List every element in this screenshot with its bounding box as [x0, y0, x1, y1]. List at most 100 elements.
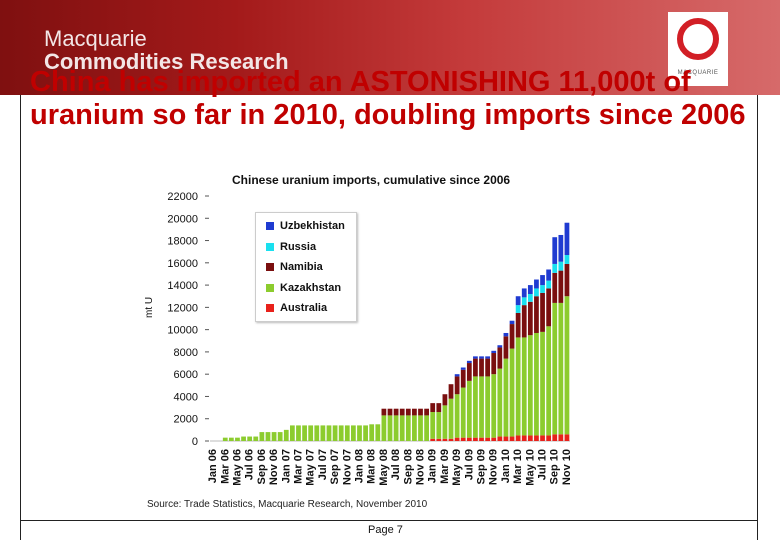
bar-namibia-29 [387, 408, 393, 416]
bar-kazakhstan-50 [515, 337, 521, 436]
x-tick-label: Sep 07 [329, 449, 341, 484]
bar-kazakhstan-46 [491, 374, 497, 438]
x-tick-label: Nov 09 [488, 449, 500, 485]
bar-kazakhstan-10 [271, 432, 277, 441]
bar-kazakhstan-21 [338, 425, 344, 441]
y-tick-label: 0 [192, 436, 198, 448]
bar-namibia-36 [430, 403, 436, 413]
logo-ring-icon [677, 18, 719, 60]
legend-label: Uzbekhistan [280, 220, 345, 232]
bar-kazakhstan-47 [497, 368, 503, 437]
bar-kazakhstan-57 [558, 302, 564, 435]
y-tick-label: 12000 [167, 302, 198, 314]
bar-russia-55 [546, 280, 552, 289]
bar-kazakhstan-53 [534, 332, 539, 436]
bar-uzbekhistan-43 [473, 356, 478, 359]
bar-russia-54 [540, 285, 545, 293]
y-tick-label: 10000 [167, 325, 198, 337]
bar-uzbekhistan-55 [546, 269, 552, 281]
bar-kazakhstan-7 [253, 436, 259, 441]
slide-frame [20, 95, 758, 540]
bar-uzbekhistan-44 [479, 356, 484, 359]
bar-australia-49 [509, 436, 515, 441]
bar-kazakhstan-39 [448, 398, 454, 439]
bar-kazakhstan-40 [454, 394, 460, 438]
bar-australia-37 [436, 438, 442, 441]
page-number: Page 7 [368, 524, 403, 536]
bar-uzbekhistan-46 [491, 350, 497, 354]
bar-australia-53 [534, 435, 539, 441]
x-tick-label: May 10 [524, 449, 536, 486]
legend-swatch [266, 283, 274, 292]
bar-uzbekhistan-40 [454, 374, 460, 377]
bar-namibia-52 [527, 301, 533, 336]
bar-uzbekhistan-57 [558, 234, 564, 262]
chart-legend: Uzbekhistan Russia Namibia Kazakhstan Austra… [255, 212, 357, 322]
bar-kazakhstan-17 [314, 425, 320, 441]
bar-kazakhstan-16 [308, 425, 314, 441]
bar-uzbekhistan-49 [509, 320, 515, 325]
bar-namibia-37 [436, 403, 442, 413]
bar-namibia-40 [454, 376, 460, 395]
legend-label: Namibia [280, 261, 323, 273]
bar-namibia-34 [418, 408, 423, 416]
bar-namibia-41 [460, 369, 466, 388]
bar-australia-46 [491, 437, 497, 441]
bar-kazakhstan-30 [393, 415, 399, 441]
bar-uzbekhistan-50 [515, 296, 521, 306]
x-tick-label: Mar 08 [366, 449, 378, 484]
x-tick-label: Nov 07 [341, 449, 353, 485]
bar-australia-41 [460, 437, 466, 441]
y-tick-label: 22000 [167, 191, 198, 203]
bar-russia-51 [521, 297, 527, 306]
bar-namibia-32 [405, 408, 411, 416]
x-tick-label: Sep 08 [402, 449, 414, 484]
legend-swatch [266, 242, 274, 251]
bar-namibia-53 [534, 296, 539, 333]
bar-australia-39 [448, 438, 454, 441]
bar-australia-48 [503, 436, 509, 441]
bar-namibia-49 [509, 324, 515, 349]
bar-namibia-51 [521, 305, 527, 338]
bar-kazakhstan-56 [552, 302, 558, 435]
bar-kazakhstan-12 [283, 429, 289, 441]
bar-namibia-28 [381, 408, 387, 416]
bar-uzbekhistan-53 [534, 279, 539, 289]
y-tick-label: 18000 [167, 236, 198, 248]
header-banner: Macquarie Commodities Research MACQUARIE [0, 0, 780, 95]
bar-namibia-30 [393, 408, 399, 416]
y-tick-label: 6000 [174, 369, 198, 381]
y-tick-label: 2000 [174, 414, 198, 426]
bar-kazakhstan-35 [424, 415, 429, 441]
slide-title: China has imported an ASTONISHING 11,000… [30, 66, 746, 131]
bar-kazakhstan-45 [485, 376, 491, 438]
legend-swatch [266, 222, 274, 230]
bar-kazakhstan-33 [412, 415, 417, 441]
bar-kazakhstan-25 [363, 425, 368, 441]
x-tick-label: Jul 09 [463, 449, 475, 480]
y-tick-label: 4000 [174, 391, 198, 403]
bar-namibia-55 [546, 288, 552, 327]
bar-kazakhstan-26 [369, 424, 375, 441]
bar-namibia-58 [564, 263, 570, 297]
bar-kazakhstan-54 [540, 331, 545, 436]
bar-kazakhstan-19 [326, 425, 332, 441]
bar-kazakhstan-20 [332, 425, 338, 441]
bar-kazakhstan-41 [460, 387, 466, 438]
bar-uzbekhistan-52 [527, 285, 533, 294]
legend-swatch [266, 304, 274, 312]
bar-uzbekhistan-47 [497, 345, 503, 348]
bar-namibia-45 [485, 358, 491, 377]
bar-australia-56 [552, 434, 558, 441]
bar-namibia-43 [473, 358, 478, 377]
bar-kazakhstan-36 [430, 412, 436, 439]
bar-uzbekhistan-42 [466, 360, 472, 364]
x-tick-label: Nov 06 [268, 449, 280, 485]
bar-kazakhstan-28 [381, 415, 387, 441]
bar-kazakhstan-9 [265, 432, 271, 441]
bar-namibia-35 [424, 408, 429, 416]
bar-namibia-46 [491, 353, 497, 375]
y-tick-label: 20000 [167, 213, 198, 225]
bar-kazakhstan-44 [479, 376, 484, 438]
